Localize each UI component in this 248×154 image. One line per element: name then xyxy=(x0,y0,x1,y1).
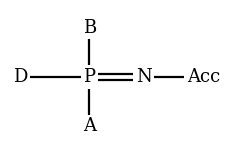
Text: A: A xyxy=(83,117,96,135)
Text: D: D xyxy=(13,68,27,86)
Text: B: B xyxy=(83,19,96,37)
Text: N: N xyxy=(136,68,152,86)
Text: Acc: Acc xyxy=(187,68,220,86)
Text: P: P xyxy=(83,68,95,86)
